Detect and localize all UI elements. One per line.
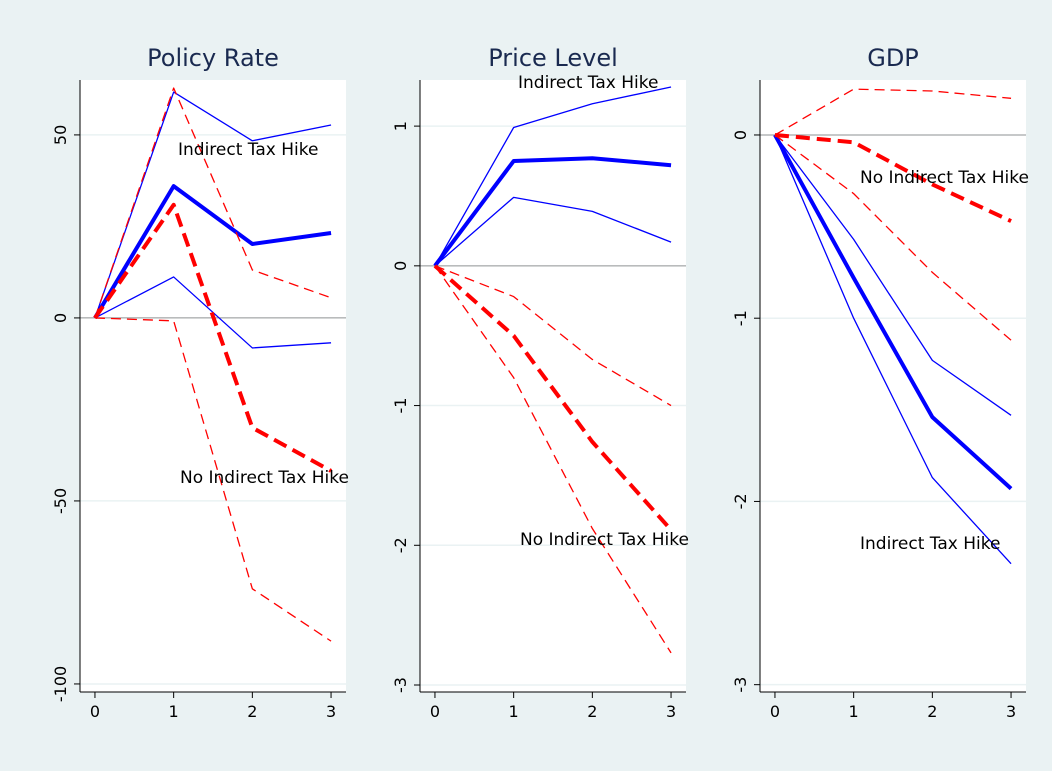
y-tick-label: -2: [391, 537, 410, 553]
annotation: No Indirect Tax Hike: [520, 530, 689, 550]
x-tick-label: 2: [587, 702, 597, 721]
annotation: Indirect Tax Hike: [178, 140, 318, 160]
series-line: [94, 87, 332, 319]
series-line: [434, 86, 672, 267]
y-tick-label: -1: [391, 398, 410, 414]
panel-title: Price Level: [488, 44, 618, 72]
annotation: Indirect Tax Hike: [860, 534, 1000, 554]
x-tick-label: 3: [1006, 702, 1016, 721]
series-line: [774, 134, 1012, 416]
series-line: [434, 265, 672, 407]
series-line: [774, 88, 1012, 136]
y-tick-label: 0: [51, 313, 70, 323]
x-tick-label: 1: [509, 702, 519, 721]
series-line: [774, 134, 1012, 565]
y-tick-label: -1: [731, 310, 750, 326]
series-line: [774, 134, 1012, 341]
series-line: [94, 317, 332, 642]
series-line: [433, 264, 673, 532]
plot-area: [80, 80, 346, 692]
annotation: No Indirect Tax Hike: [180, 468, 349, 488]
y-tick-label: 0: [391, 261, 410, 271]
x-tick-label: 3: [666, 702, 676, 721]
panel-title: Policy Rate: [147, 44, 279, 72]
series-line: [93, 202, 333, 473]
y-tick-label: 1: [391, 121, 410, 131]
y-tick-label: -50: [51, 488, 70, 514]
y-tick-label: -3: [731, 677, 750, 693]
x-tick-label: 2: [927, 702, 937, 721]
plot-area: [760, 80, 1026, 692]
x-tick-label: 1: [169, 702, 179, 721]
series-line: [773, 134, 1013, 491]
y-tick-label: 0: [731, 130, 750, 140]
series-line: [93, 184, 332, 319]
x-tick-label: 2: [247, 702, 257, 721]
series-line: [774, 132, 1012, 223]
x-tick-label: 0: [90, 702, 100, 721]
series-line: [433, 156, 672, 268]
annotation: Indirect Tax Hike: [518, 73, 658, 93]
y-tick-label: -2: [731, 493, 750, 509]
panel-title: GDP: [867, 44, 919, 72]
series-line: [94, 91, 332, 319]
series-line: [434, 265, 672, 654]
y-tick-label: -100: [51, 666, 70, 702]
y-tick-label: 50: [51, 125, 70, 145]
annotation: No Indirect Tax Hike: [860, 168, 1029, 188]
x-tick-label: 0: [430, 702, 440, 721]
x-tick-label: 3: [326, 702, 336, 721]
y-tick-label: -3: [391, 677, 410, 693]
x-tick-label: 1: [849, 702, 859, 721]
series-line: [434, 196, 672, 267]
x-tick-label: 0: [770, 702, 780, 721]
